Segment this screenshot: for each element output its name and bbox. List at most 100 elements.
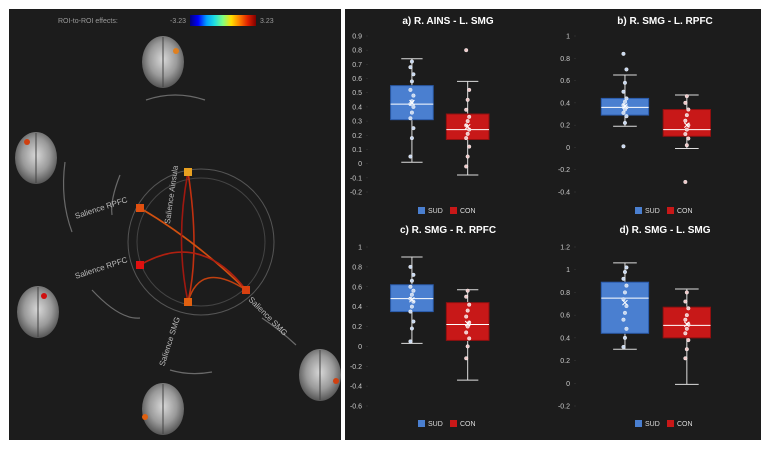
data-point — [683, 356, 688, 361]
data-point — [409, 79, 414, 84]
colorbar — [190, 15, 256, 26]
data-point — [624, 326, 629, 331]
y-tick-label: -0.2 — [350, 190, 362, 197]
data-point — [464, 164, 469, 169]
connectome-ring-outer — [127, 168, 275, 316]
box-plot-chart: c) R. SMG - R. RPFC -0.6 -0.4 -0.2 0 0.2 0.4 0.… — [350, 225, 496, 428]
y-tick-label: 0.6 — [560, 78, 570, 85]
y-tick-label: 0.2 — [560, 123, 570, 130]
data-point — [465, 154, 470, 159]
data-point — [683, 331, 688, 336]
legend-swatch-sud — [635, 207, 642, 214]
data-point — [465, 288, 470, 293]
box-series-con — [445, 288, 490, 381]
y-tick-label: 0.2 — [352, 133, 362, 140]
mean-marker — [464, 123, 471, 130]
mean-marker — [683, 321, 690, 328]
y-tick-label: 0.4 — [352, 304, 362, 311]
mean-marker — [683, 122, 690, 128]
data-point — [464, 294, 469, 299]
y-tick-label: -0.6 — [350, 404, 362, 411]
data-point — [686, 306, 691, 311]
data-point — [684, 127, 689, 132]
brain-thumbnail — [142, 36, 184, 88]
connectome-edge — [187, 276, 247, 303]
y-tick-label: 1.2 — [560, 245, 570, 252]
colorbar-min-label: -3.23 — [170, 18, 186, 25]
colorbar-max-label: 3.23 — [260, 18, 274, 25]
y-tick-label: 0.8 — [560, 56, 570, 63]
legend-label-con: CON — [677, 208, 693, 215]
data-point — [409, 326, 414, 331]
box-series-con — [662, 288, 711, 385]
box-series-sud — [600, 262, 650, 350]
data-point — [622, 120, 627, 125]
connectome-edges — [139, 171, 247, 303]
data-point — [411, 272, 416, 277]
y-tick-label: 0.3 — [352, 119, 362, 126]
y-tick-label: 0.6 — [352, 284, 362, 291]
data-point — [467, 87, 472, 92]
chart-panel: a) R. AINS - L. SMG -0.2 -0.1 0 0.1 0.2 0.3 0.4… — [345, 9, 761, 440]
brain-thumbnail — [142, 383, 184, 435]
box-plot-chart: b) R. SMG - L. RPFC -0.4 -0.2 0 0.2 0.4 0.6 0.8… — [558, 16, 713, 215]
y-tick-label: -0.4 — [558, 190, 570, 197]
connectome-edge — [180, 171, 189, 303]
legend-swatch-sud — [418, 420, 425, 427]
box-series-sud — [600, 51, 650, 149]
y-tick-label: 0.2 — [352, 324, 362, 331]
connectome-ring-inner — [136, 177, 266, 307]
data-point — [621, 110, 626, 115]
data-point — [624, 67, 629, 72]
y-tick-label: -0.1 — [350, 175, 362, 182]
data-point — [409, 136, 414, 141]
box-series-con — [662, 94, 711, 184]
chart-title-text: R. SMG - L. SMG — [632, 225, 711, 236]
data-point — [465, 308, 470, 313]
network-arc — [169, 369, 213, 375]
data-point — [624, 114, 629, 119]
connectome-panel: ROI-to-ROI effects: -3.23 3.23 Salience … — [9, 9, 341, 440]
network-arc — [111, 174, 121, 216]
chart-legend: SUD CON — [635, 207, 693, 215]
data-point — [622, 335, 627, 340]
y-tick-label: 0.6 — [560, 313, 570, 320]
legend-swatch-con — [450, 207, 457, 214]
data-point — [683, 132, 688, 137]
box — [600, 281, 650, 334]
data-point — [624, 283, 629, 288]
chart-panel-letter: b) — [617, 16, 629, 27]
chart-legend: SUD CON — [418, 420, 476, 428]
legend-label-sud: SUD — [645, 421, 660, 428]
data-point — [408, 116, 413, 121]
connectome-node — [136, 204, 144, 212]
data-point — [684, 313, 689, 318]
data-point — [684, 94, 689, 99]
data-point — [683, 118, 688, 123]
mean-marker — [409, 99, 415, 106]
mean-marker — [622, 103, 628, 110]
brain-thumbnail — [15, 132, 57, 184]
data-point — [408, 65, 413, 70]
legend-label-sud: SUD — [645, 208, 660, 215]
colorbar-label: ROI-to-ROI effects: — [58, 18, 118, 25]
box-series-sud — [390, 58, 434, 163]
network-arc — [261, 317, 297, 346]
chart-panel-letter: d) — [619, 225, 631, 236]
data-point — [464, 330, 469, 335]
mean-marker — [409, 296, 415, 303]
y-tick-label: 0.4 — [560, 100, 570, 107]
data-point — [464, 107, 469, 112]
data-point — [622, 269, 627, 274]
chart-panel-letter: c) — [400, 225, 412, 236]
brain-thumbnail — [17, 286, 59, 338]
network-arcs — [62, 94, 297, 375]
data-point — [622, 99, 627, 104]
brain-thumbnail — [299, 349, 341, 401]
data-point — [464, 136, 469, 141]
y-tick-label: 0 — [358, 161, 362, 168]
network-arc — [62, 161, 73, 233]
data-point — [467, 114, 472, 119]
data-point — [409, 292, 414, 297]
